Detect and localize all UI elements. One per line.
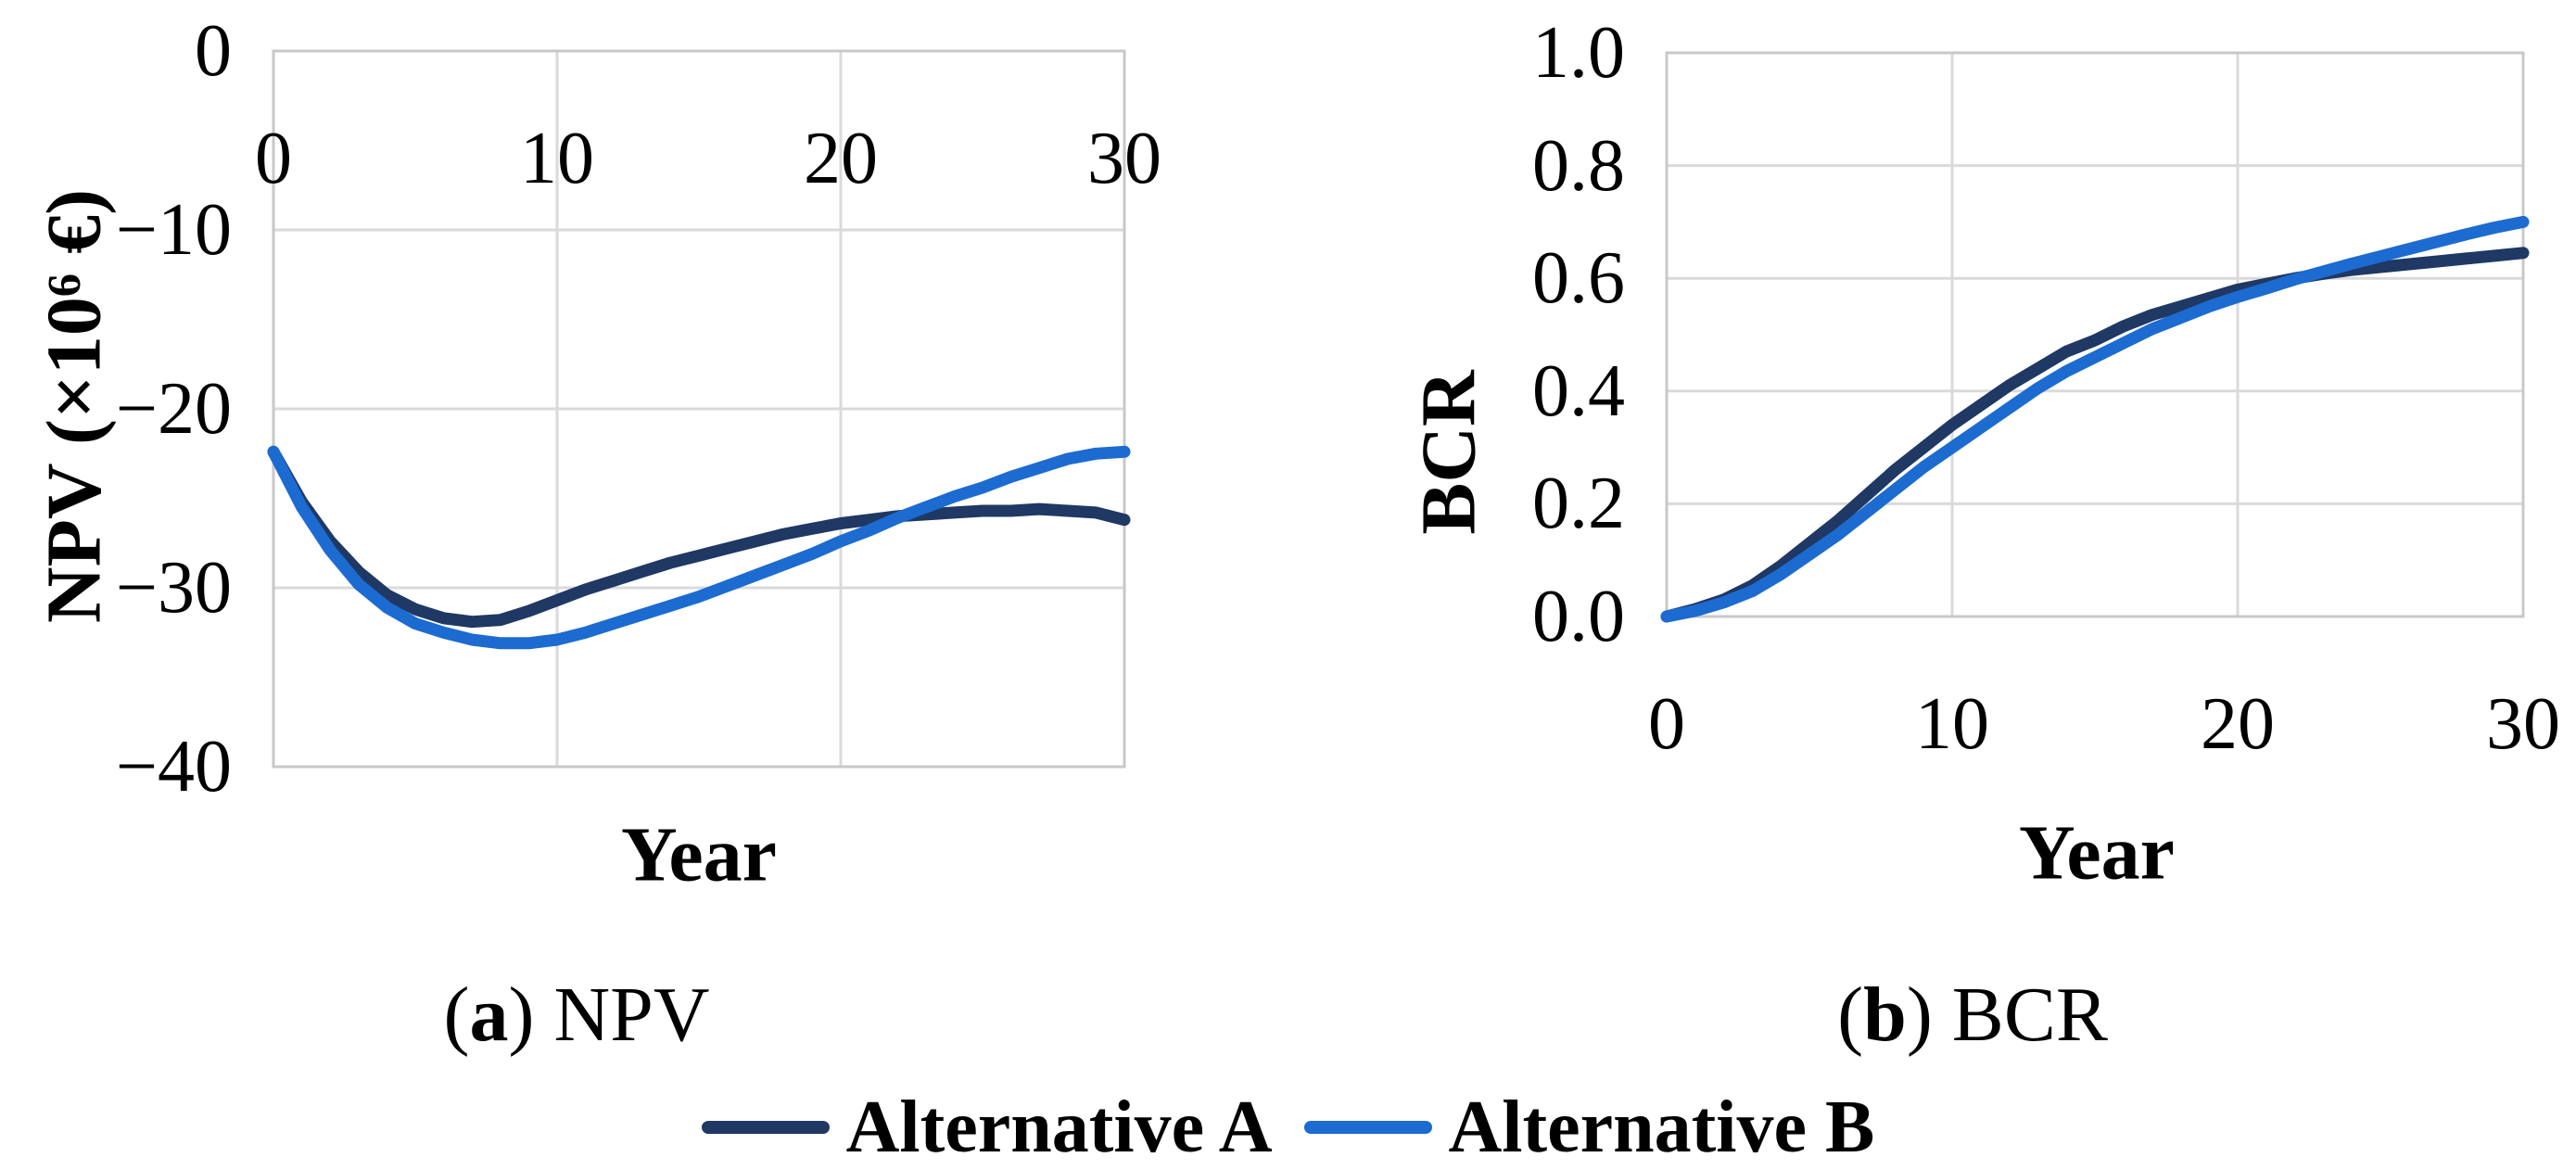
- caption-b-letter: b: [1863, 972, 1907, 1058]
- legend-swatch-alternative-a-icon: [701, 1121, 830, 1134]
- caption-a-text: NPV: [534, 972, 710, 1058]
- bcr-series-line-alternative-a: [1660, 247, 2530, 623]
- caption-a-paren-close: ): [508, 972, 535, 1058]
- caption-a-paren-open: (: [443, 972, 470, 1058]
- npv-x-axis-title: Year: [621, 811, 777, 898]
- caption-a: (a) NPV: [298, 970, 855, 1060]
- legend-label-alternative-a: Alternative A: [845, 1086, 1273, 1168]
- npv-series-line-alternative-a: [267, 445, 1131, 629]
- npv-series-line-alternative-b: [267, 445, 1131, 650]
- bcr-plot-border: [1665, 51, 2525, 618]
- legend: Alternative A Alternative B: [0, 1083, 2576, 1170]
- legend-item-alternative-a: Alternative A: [701, 1086, 1273, 1170]
- legend-swatch-alternative-b-icon: [1303, 1121, 1432, 1134]
- legend-item-alternative-b: Alternative B: [1303, 1086, 1875, 1170]
- bcr-series-line-alternative-b: [1660, 215, 2530, 623]
- npv-plot-border: [272, 49, 1126, 769]
- legend-label-alternative-b: Alternative B: [1448, 1086, 1875, 1168]
- npv-y-axis-title: NPV (×10⁶ €): [31, 188, 118, 624]
- bcr-y-axis-title: BCR: [1405, 370, 1492, 535]
- caption-b-paren-open: (: [1837, 972, 1864, 1058]
- bcr-x-axis-title: Year: [2019, 809, 2175, 897]
- caption-b: (b) BCR: [1694, 970, 2251, 1060]
- caption-b-paren-close: ): [1906, 972, 1933, 1058]
- caption-a-letter: a: [469, 972, 509, 1058]
- caption-b-text: BCR: [1932, 972, 2108, 1058]
